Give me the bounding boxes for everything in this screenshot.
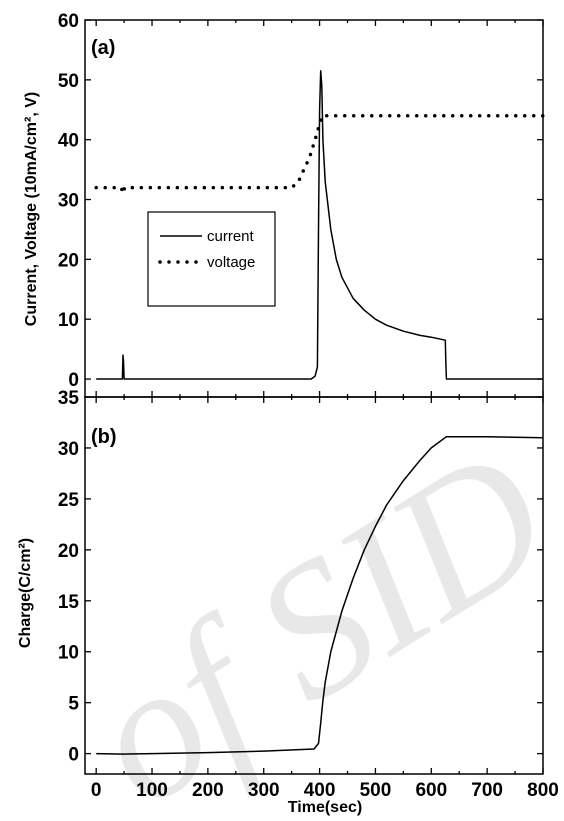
panel-a-y-axis-label: Current, Voltage (10mA/cm², V) bbox=[23, 92, 40, 326]
legend: current voltage bbox=[147, 211, 276, 307]
panel-b-y-tick-label: 25 bbox=[58, 490, 80, 511]
panel-b-y-tick-label: 30 bbox=[58, 439, 79, 460]
legend-voltage-label: voltage bbox=[207, 254, 255, 271]
panel-a-y-tick-label: 30 bbox=[58, 191, 79, 212]
panel-b-y-tick-label: 20 bbox=[58, 541, 79, 562]
panel-a-series-voltage bbox=[94, 113, 545, 196]
panel-b-x-tick-label: 600 bbox=[415, 780, 447, 801]
panel-b-y-tick-label: 5 bbox=[68, 694, 79, 715]
panel-a-y-tick-label: 50 bbox=[58, 71, 79, 92]
panel-b-x-tick-label: 400 bbox=[304, 780, 336, 801]
panel-b-y-axis-label: Charge(C/cm²) bbox=[17, 538, 34, 648]
legend-current-label: current bbox=[207, 228, 255, 245]
panel-a-label: (a) bbox=[91, 37, 115, 59]
panel-a-y-tick-label: 40 bbox=[58, 131, 79, 152]
panel-a-y-tick-label: 10 bbox=[58, 310, 79, 331]
panel-b-y-tick-label: 35 bbox=[58, 388, 80, 409]
panel-b-x-tick-label: 200 bbox=[192, 780, 224, 801]
x-axis-label: Time(sec) bbox=[288, 799, 362, 816]
panel-b-x-tick-label: 800 bbox=[527, 780, 559, 801]
panel-b-label: (b) bbox=[91, 426, 117, 448]
panel-b-y-tick-label: 0 bbox=[68, 745, 79, 766]
panel-a-y-tick-label: 20 bbox=[58, 250, 79, 271]
panel-b-plot-frame bbox=[84, 396, 544, 775]
panel-b-x-tick-label: 0 bbox=[91, 780, 102, 801]
panel-a-y-tick-label: 0 bbox=[68, 370, 79, 391]
panel-b-x-tick-label: 700 bbox=[471, 780, 503, 801]
panel-b-x-tick-label: 100 bbox=[136, 780, 168, 801]
panel-b-x-tick-label: 500 bbox=[360, 780, 392, 801]
panel-b-x-tick-label: 300 bbox=[248, 780, 280, 801]
legend-box bbox=[147, 211, 276, 307]
panel-b-y-tick-label: 10 bbox=[58, 643, 79, 664]
panel-b-series-line-0 bbox=[96, 435, 544, 755]
panel-a-y-tick-label: 60 bbox=[58, 11, 79, 32]
panel-a-series-current bbox=[96, 70, 543, 380]
panel-b: (b) Charge(C/cm²) Time(sec) 0 5 10 15 20 25 30… bbox=[17, 388, 559, 816]
panel-b-y-tick-label: 15 bbox=[58, 592, 80, 613]
